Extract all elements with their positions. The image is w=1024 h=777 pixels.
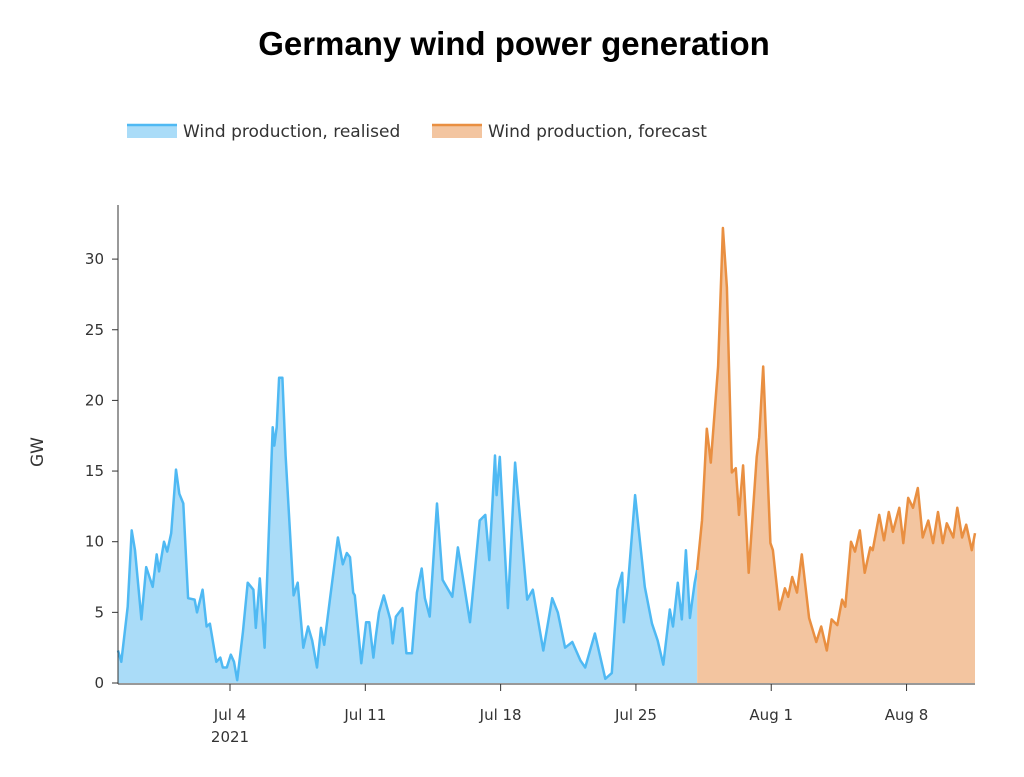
- x-tick-label: Jul 18: [479, 706, 522, 724]
- y-tick-label: 30: [85, 250, 104, 268]
- series-line-realised: [116, 376, 699, 682]
- y-axis-ticks: 0 5 10 15 20 25 30: [85, 250, 118, 692]
- legend-item-realised[interactable]: Wind production, realised: [127, 122, 400, 142]
- legend-item-forecast[interactable]: Wind production, forecast: [432, 122, 707, 142]
- y-tick-label: 20: [85, 391, 104, 409]
- legend-swatch-realised: [127, 124, 177, 138]
- x-tick-label: Jul 25: [614, 706, 657, 724]
- legend: Wind production, realised Wind productio…: [127, 122, 707, 142]
- chart-title: Germany wind power generation: [258, 25, 770, 62]
- legend-swatch-forecast: [432, 124, 482, 138]
- legend-label-forecast: Wind production, forecast: [488, 122, 707, 142]
- x-axis-ticks: Jul 4 2021 Jul 11 Jul 18 Jul 25 Aug 1 Aug 8: [211, 684, 928, 746]
- x-tick-label: Jul 4: [213, 706, 246, 724]
- area-fill-forecast: [697, 228, 976, 683]
- legend-label-realised: Wind production, realised: [183, 122, 400, 142]
- x-tick-label: Jul 11: [343, 706, 386, 724]
- x-tick-year-label: 2021: [211, 728, 249, 746]
- y-tick-label: 25: [85, 321, 104, 339]
- x-tick-label: Aug 1: [749, 706, 793, 724]
- plot-area: [116, 226, 977, 683]
- y-tick-label: 5: [94, 603, 104, 621]
- y-axis-title: GW: [28, 437, 48, 467]
- y-tick-label: 10: [85, 533, 104, 551]
- y-tick-label: 0: [94, 674, 104, 692]
- series-line-forecast: [695, 226, 977, 652]
- x-tick-label: Aug 8: [885, 706, 929, 724]
- y-tick-label: 15: [85, 462, 104, 480]
- area-fill-realised: [118, 377, 698, 683]
